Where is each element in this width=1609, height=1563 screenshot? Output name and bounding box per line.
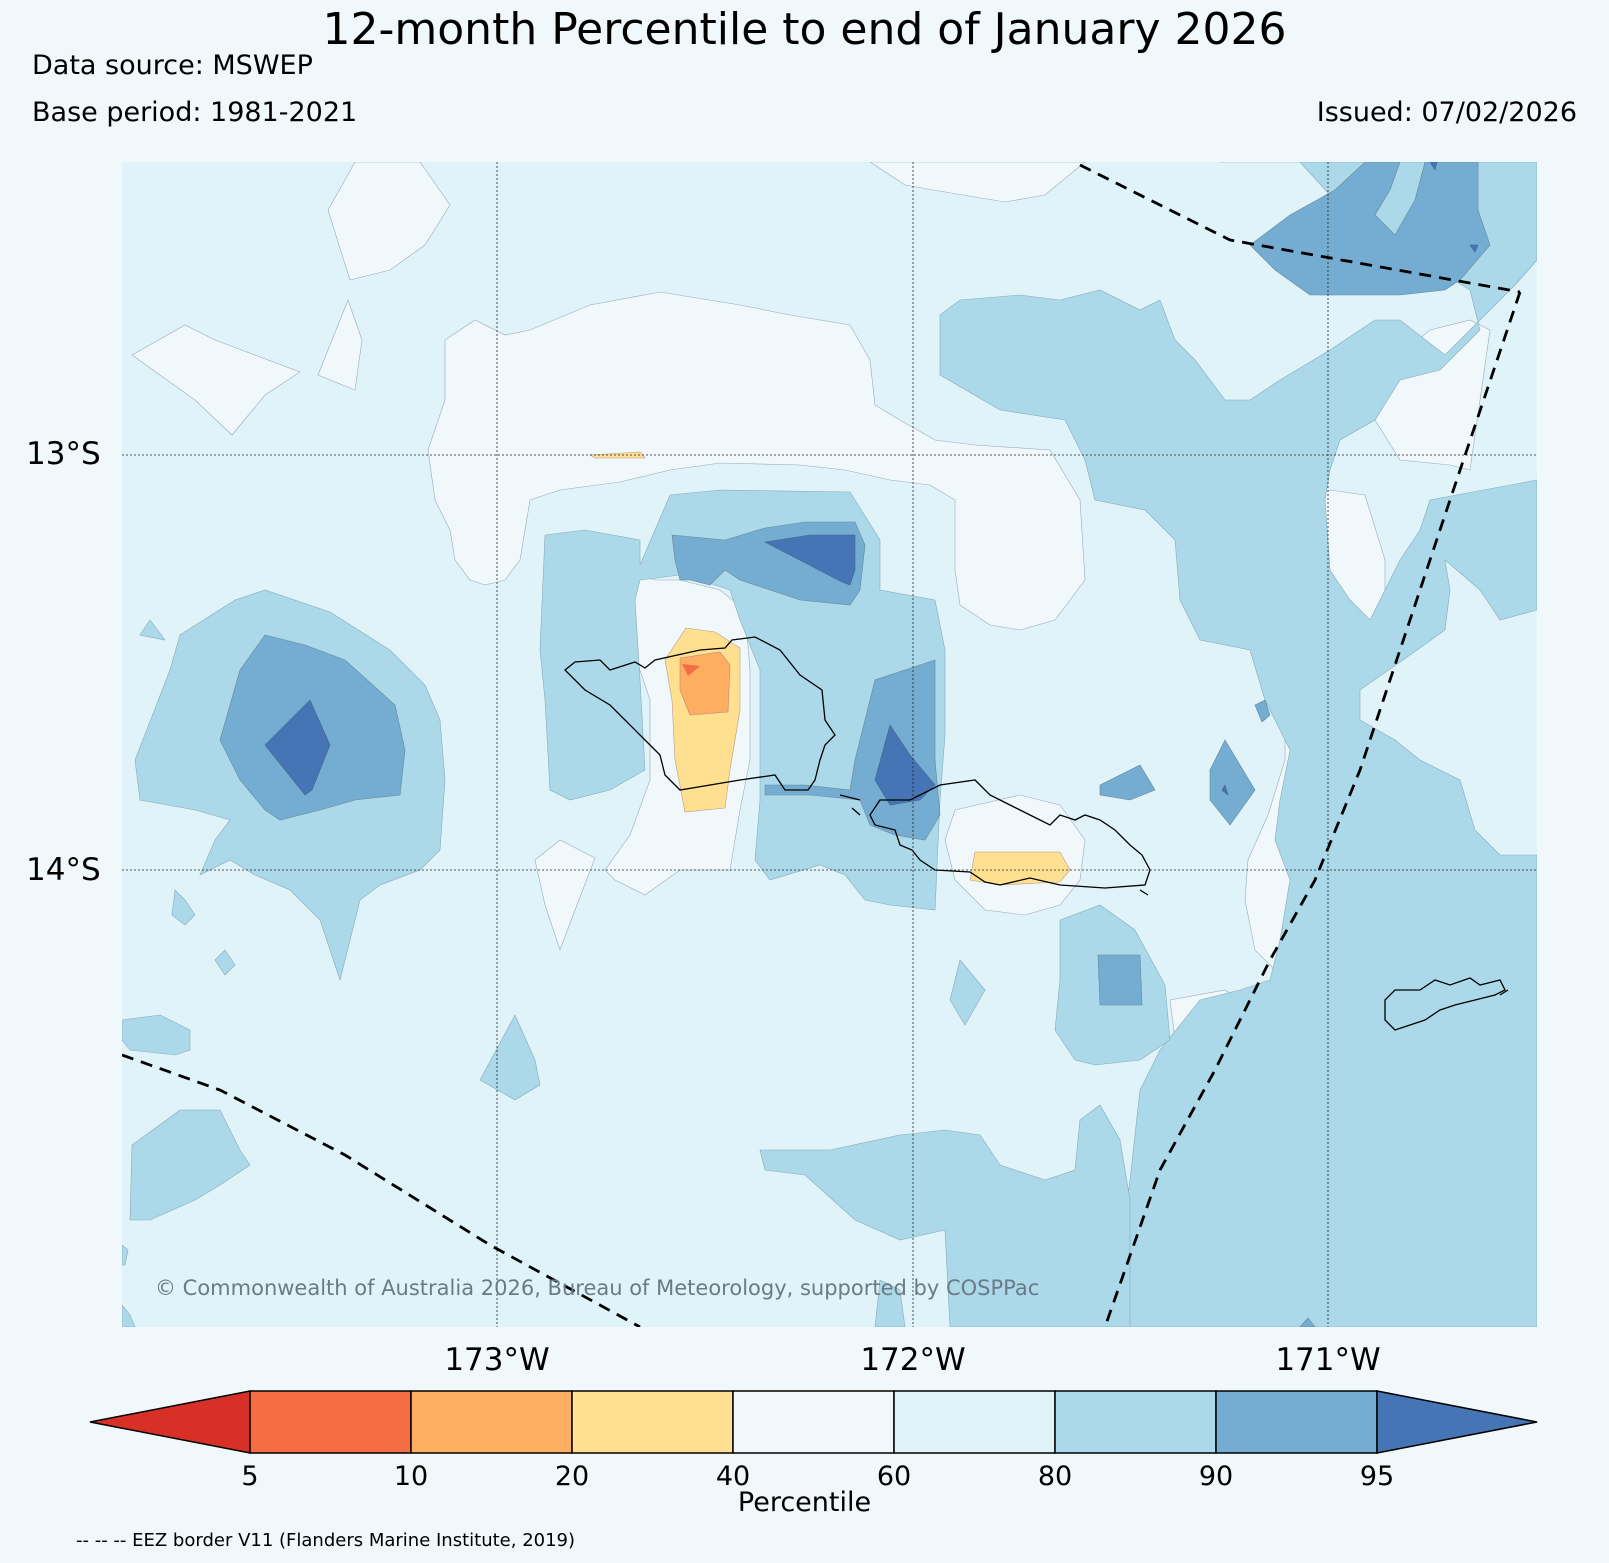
colorbar-tick-95: 95 xyxy=(1360,1461,1394,1492)
colorbar-40-60 xyxy=(732,1390,895,1454)
colorbar-20-40 xyxy=(571,1390,734,1454)
map-title: 12-month Percentile to end of January 20… xyxy=(322,4,1287,55)
colorbar-above-95 xyxy=(1376,1390,1538,1454)
data-source-label: Data source: MSWEP xyxy=(32,50,313,81)
copyright-notice: © Commonwealth of Australia 2026, Bureau… xyxy=(155,1276,1040,1300)
colorbar-tick-20: 20 xyxy=(555,1461,589,1492)
colorbar-tick-5: 5 xyxy=(241,1461,258,1492)
colorbar-ticks: 5 10 20 40 60 80 90 95 xyxy=(241,1461,1394,1492)
colorbar-below-5 xyxy=(89,1390,251,1454)
colorbar-tick-40: 40 xyxy=(716,1461,750,1492)
lat-label-13s: 13°S xyxy=(26,436,101,472)
band-5-10 xyxy=(682,664,700,676)
colorbar-10-20 xyxy=(410,1390,573,1454)
colorbar-5-10 xyxy=(249,1390,412,1454)
colorbar-tick-90: 90 xyxy=(1199,1461,1233,1492)
colorbar-90-95 xyxy=(1215,1390,1378,1454)
issued-date-label: Issued: 07/02/2026 xyxy=(1316,97,1577,128)
eez-border-note: -- -- -- EEZ border V11 (Flanders Marine… xyxy=(76,1530,576,1551)
lon-label-172w: 172°W xyxy=(860,1342,965,1378)
base-period-label: Base period: 1981-2021 xyxy=(32,97,358,128)
band-10-20 xyxy=(679,651,731,716)
colorbar-80-90 xyxy=(1054,1390,1217,1454)
colorbar-tick-60: 60 xyxy=(877,1461,911,1492)
colorbar-tick-10: 10 xyxy=(394,1461,428,1492)
colorbar xyxy=(89,1390,1538,1454)
contour-layer xyxy=(122,162,1537,1327)
colorbar-60-80 xyxy=(893,1390,1056,1454)
colorbar-label: Percentile xyxy=(737,1487,872,1518)
lon-label-173w: 173°W xyxy=(444,1342,549,1378)
eez-borders xyxy=(122,163,1522,1327)
colorbar-tick-80: 80 xyxy=(1038,1461,1072,1492)
lat-label-14s: 14°S xyxy=(26,852,101,888)
lon-label-171w: 171°W xyxy=(1275,1342,1380,1378)
band-above-95 xyxy=(264,162,1479,806)
